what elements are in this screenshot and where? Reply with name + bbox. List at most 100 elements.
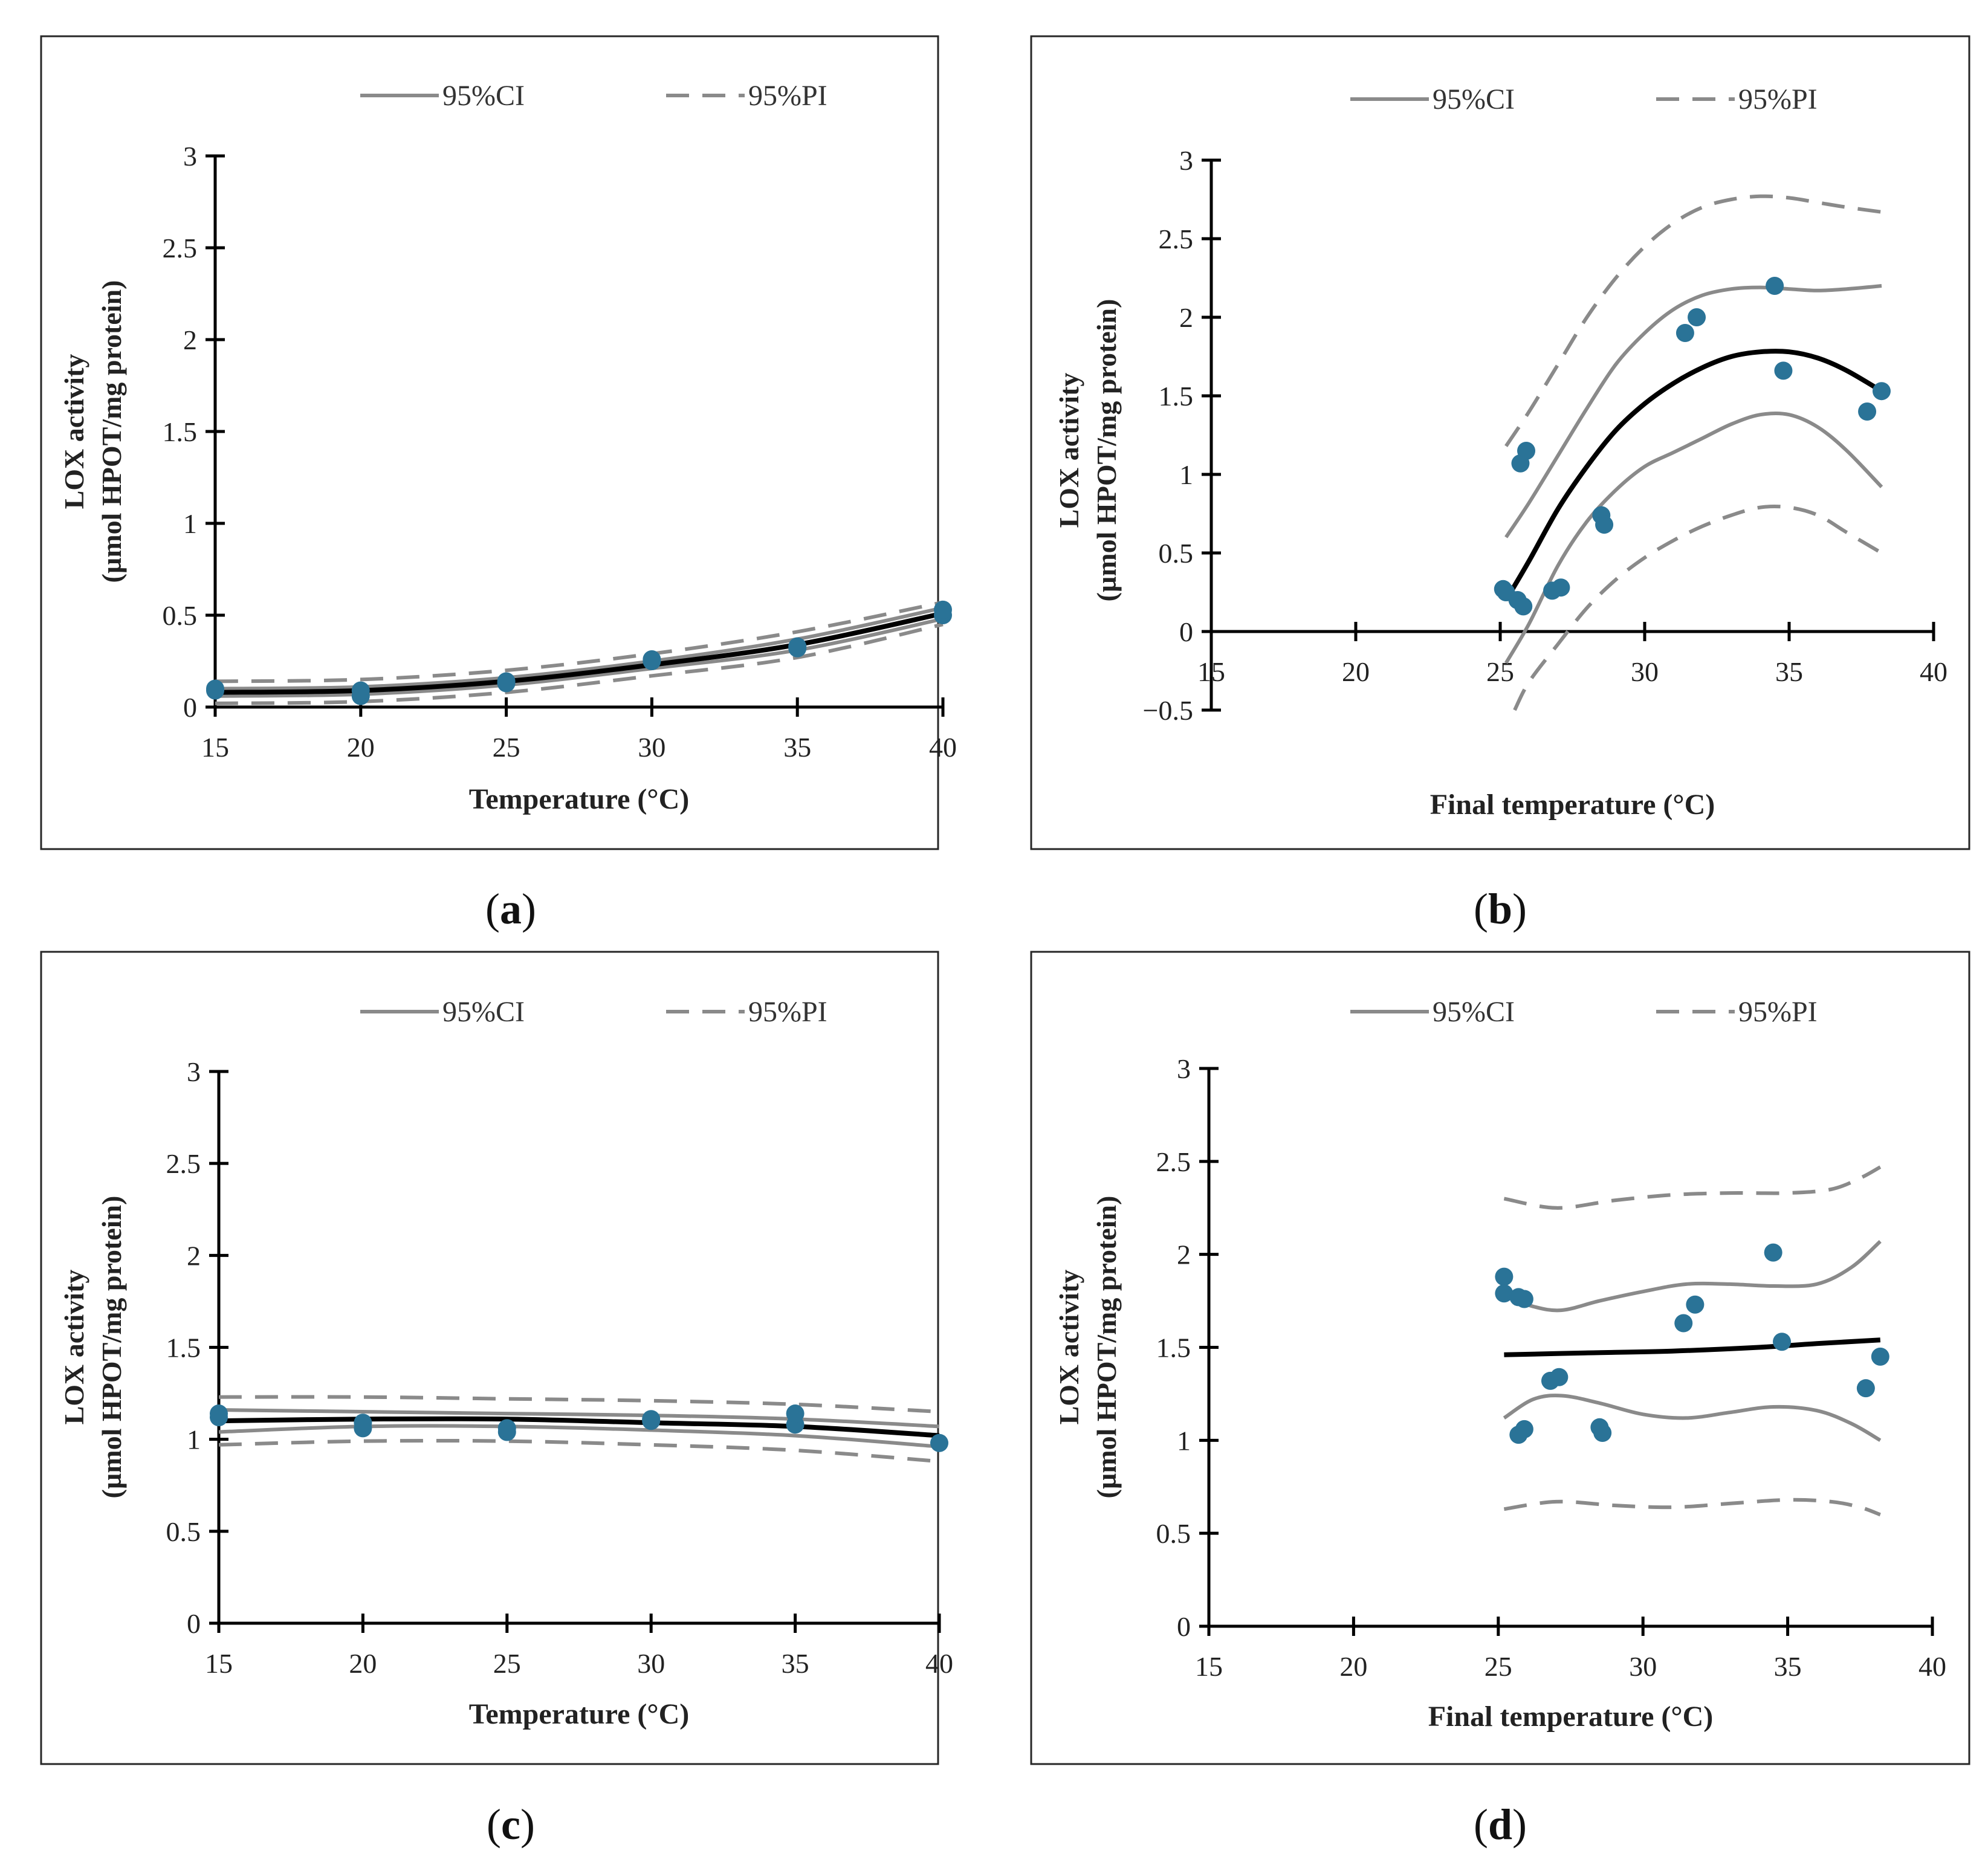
data-point <box>1688 308 1706 326</box>
data-point <box>1593 1424 1612 1443</box>
x-axis-title: Temperature (°C) <box>469 783 689 815</box>
x-tick-label: 25 <box>493 732 520 763</box>
y-tick-label: 0 <box>183 692 197 723</box>
legend-ci-label: 95%CI <box>1433 83 1515 115</box>
panel-caption-letter: a <box>500 885 522 933</box>
y-tick-label: 1 <box>183 508 197 539</box>
y-tick-label: 3 <box>1177 1053 1191 1084</box>
data-point <box>206 679 224 698</box>
data-point <box>1495 1267 1514 1286</box>
y-tick-label: 0.5 <box>166 1516 201 1547</box>
y-tick-label: 1.5 <box>1159 381 1194 412</box>
x-tick-label: 20 <box>1342 656 1370 687</box>
y-tick-label: 2 <box>1179 302 1193 333</box>
data-point <box>210 1404 228 1423</box>
y-axis-title-line1: LOX activity <box>1054 1270 1084 1425</box>
x-tick-label: 40 <box>1918 1651 1946 1682</box>
y-tick-label: 1 <box>187 1424 201 1455</box>
y-tick-label: 1 <box>1177 1425 1191 1456</box>
data-point <box>788 637 807 656</box>
x-tick-label: 35 <box>1775 656 1803 687</box>
legend-ci-label: 95%CI <box>442 996 525 1028</box>
data-point <box>1686 1295 1705 1314</box>
x-tick-label: 40 <box>929 732 957 763</box>
pi-lower-line <box>1503 1498 1881 1517</box>
data-point <box>1517 442 1536 460</box>
x-tick-label: 15 <box>205 1648 233 1679</box>
panel-caption-letter: c <box>501 1800 520 1849</box>
x-tick-label: 15 <box>1195 1651 1223 1682</box>
data-point <box>1858 402 1877 421</box>
x-tick-label: 25 <box>1486 656 1514 687</box>
ci-upper-line <box>1504 284 1882 538</box>
panel-d: 95%CI 95%PI 0 0.5 1 1.5 2 2.5 3 15 20 25 30 35 40 Final… <box>1030 951 1970 1849</box>
data-point <box>1871 1347 1889 1366</box>
fit-line <box>1504 1337 1881 1357</box>
panel-caption-letter: d <box>1488 1800 1512 1849</box>
x-axis-title: Final temperature (°C) <box>1430 789 1715 821</box>
panel-a: 95%CI 95%PI 0 0.5 1 1.5 2 2.5 3 15 20 25 30 35 40 Tempe… <box>40 35 957 933</box>
x-tick-label: 30 <box>638 732 665 763</box>
x-tick-label: 20 <box>1339 1651 1367 1682</box>
fit-line <box>1504 349 1883 602</box>
y-tick-label: 1.5 <box>1156 1333 1191 1363</box>
legend-pi-label: 95%PI <box>748 80 827 112</box>
y-tick-label: 0 <box>1177 1611 1191 1642</box>
y-tick-label: 1.5 <box>166 1333 201 1363</box>
panel-caption: (d) <box>1474 1800 1527 1849</box>
pi-lower-line <box>1513 504 1883 711</box>
legend-ci-label: 95%CI <box>442 80 525 112</box>
legend-pi-label: 95%PI <box>1738 83 1818 115</box>
x-tick-label: 30 <box>1631 656 1659 687</box>
data-point <box>497 672 516 691</box>
y-tick-label: 2 <box>187 1240 201 1271</box>
x-tick-label: 35 <box>782 1648 809 1679</box>
x-tick-label: 30 <box>1629 1651 1657 1682</box>
pi-upper-line <box>215 600 944 683</box>
panel-frame <box>1030 951 1970 1765</box>
data-point <box>1552 578 1570 597</box>
data-point <box>1872 382 1891 401</box>
legend-ci-label: 95%CI <box>1433 996 1515 1028</box>
data-point <box>497 1419 516 1438</box>
y-tick-label: 3 <box>187 1056 201 1087</box>
data-point <box>930 1433 948 1452</box>
legend: 95%CI 95%PI <box>1350 83 1818 115</box>
data-point <box>1515 1420 1533 1438</box>
data-point <box>642 1410 661 1429</box>
x-tick-label: 40 <box>1920 656 1948 687</box>
y-tick-label: 2.5 <box>163 233 198 263</box>
y-tick-label: 0 <box>187 1608 201 1639</box>
y-axis-title-line2: (µmol HPOT/mg protein) <box>1091 299 1122 602</box>
x-tick-label: 20 <box>349 1648 377 1679</box>
panel-caption: (a) <box>485 885 536 933</box>
data-point <box>1515 1290 1533 1308</box>
x-axis-title: Final temperature (°C) <box>1428 1701 1714 1733</box>
y-tick-label: 0.5 <box>1159 538 1194 569</box>
x-tick-label: 15 <box>201 732 229 763</box>
y-tick-label: 2.5 <box>1156 1146 1191 1177</box>
panel-frame <box>1030 35 1970 850</box>
data-point <box>1766 277 1784 295</box>
panel-frame <box>40 951 939 1765</box>
data-point <box>351 681 370 700</box>
x-tick-label: 15 <box>1197 656 1225 687</box>
y-axis-title-line1: LOX activity <box>59 1270 89 1425</box>
data-point <box>1774 361 1793 380</box>
x-tick-label: 25 <box>493 1648 521 1679</box>
ci-upper-line <box>1503 1239 1882 1313</box>
y-tick-label: 0.5 <box>1156 1518 1191 1549</box>
ci-lower-line <box>1504 411 1883 664</box>
panel-b: 95%CI 95%PI −0.5 0 0.5 1 1.5 2 2.5 3 15 20 25 30 35 40 F… <box>1030 35 1970 933</box>
y-tick-label: 0.5 <box>163 600 198 631</box>
y-tick-label: 1.5 <box>163 416 198 447</box>
data-point <box>1550 1368 1569 1386</box>
data-point <box>934 600 952 619</box>
legend: 95%CI 95%PI <box>360 996 827 1028</box>
x-axis-title: Temperature (°C) <box>469 1698 689 1730</box>
panel-caption-letter: b <box>1488 885 1512 933</box>
x-tick-label: 35 <box>1774 1651 1802 1682</box>
pi-upper-line <box>1503 1165 1882 1210</box>
y-axis-title-line1: LOX activity <box>59 354 89 509</box>
